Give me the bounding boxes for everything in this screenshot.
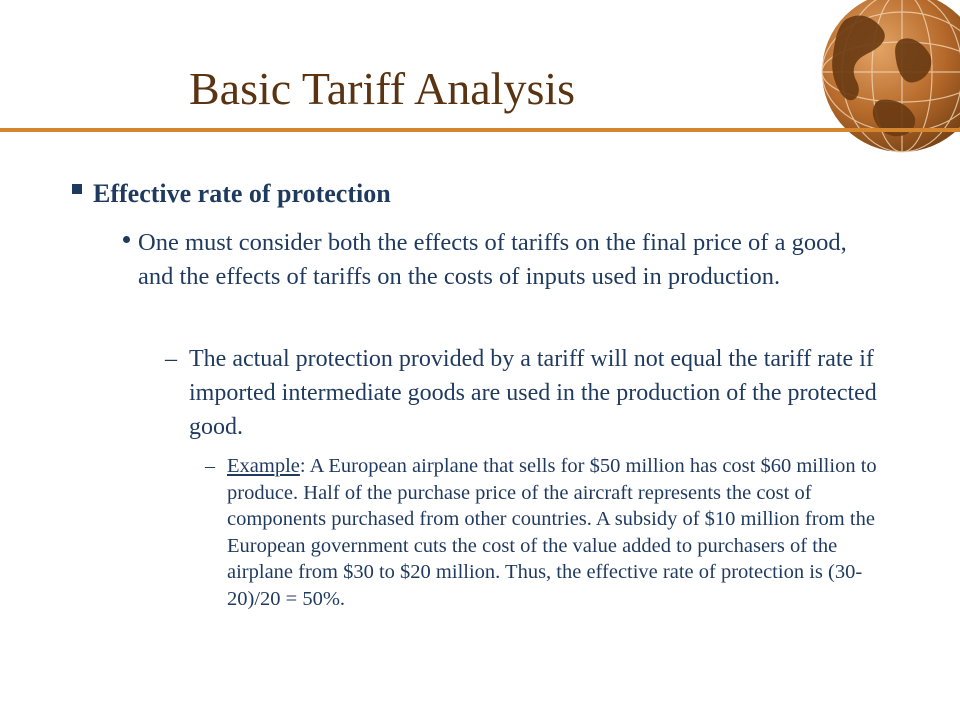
globe-icon (821, 0, 960, 153)
bullet-level2: One must consider both the effects of ta… (138, 229, 847, 290)
dash-bullet-marker: – (165, 346, 177, 372)
title-divider (0, 128, 960, 132)
example-label: Example (227, 455, 300, 477)
bullet-level4: Example: A European airplane that sells … (227, 453, 897, 612)
round-bullet-icon (123, 236, 130, 243)
bullet-level1: Effective rate of protection (93, 179, 391, 208)
dash-bullet-marker-level4: – (205, 455, 215, 477)
square-bullet-icon (72, 184, 82, 194)
bullet-level3: The actual protection provided by a tari… (189, 346, 877, 440)
slide-title: Basic Tariff Analysis (189, 63, 576, 114)
example-text: : A European airplane that sells for $50… (227, 455, 877, 610)
